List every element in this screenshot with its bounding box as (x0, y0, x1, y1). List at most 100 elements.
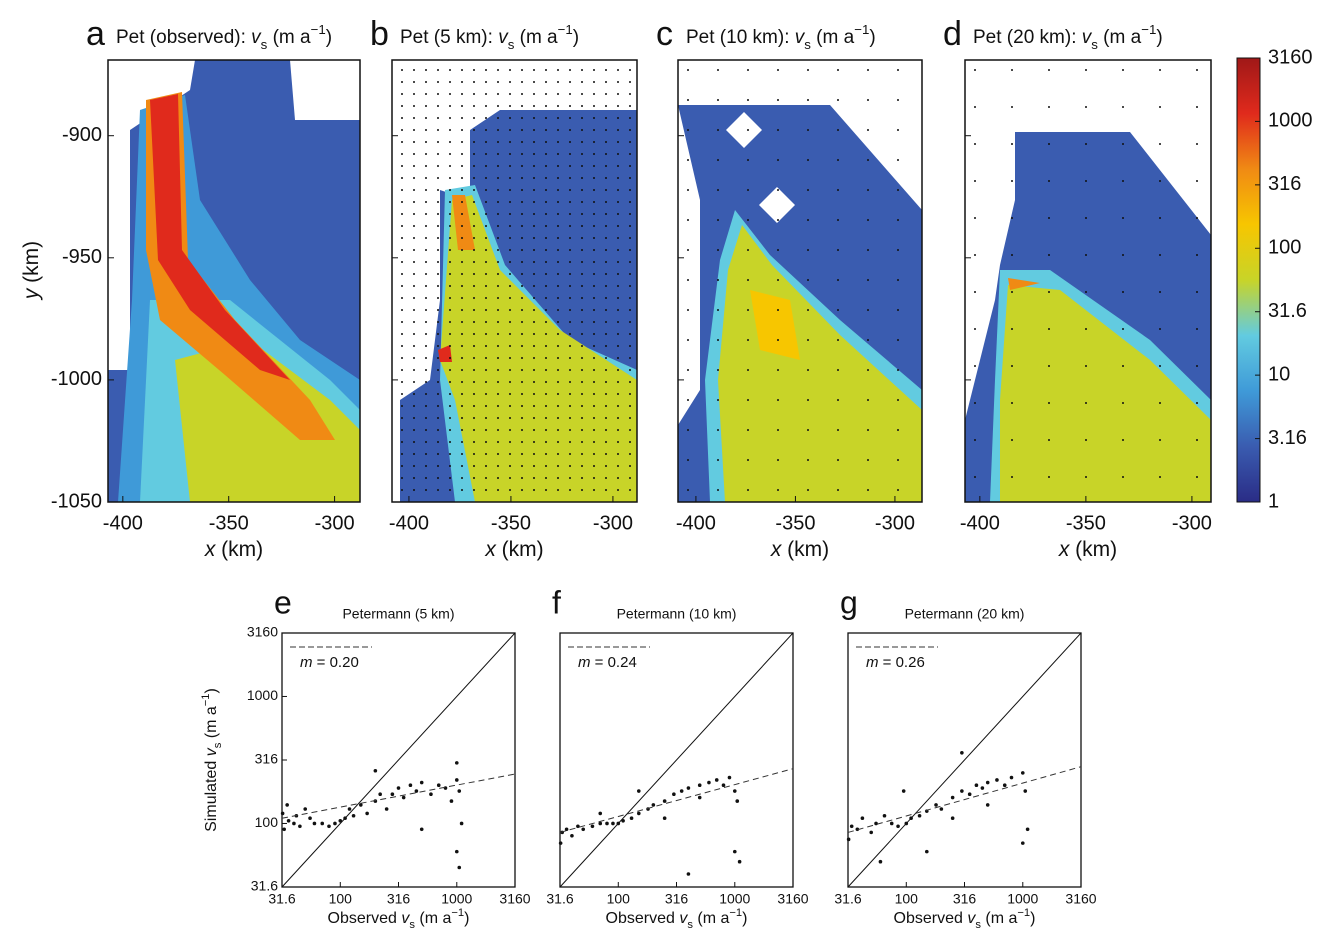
grid-point (425, 465, 427, 467)
grid-point (747, 219, 749, 221)
grid-point (473, 333, 475, 335)
grid-point (521, 141, 523, 143)
grid-point (1196, 106, 1198, 108)
grid-point (461, 441, 463, 443)
grid-point (557, 69, 559, 71)
grid-point (521, 453, 523, 455)
scatter-point (454, 778, 459, 782)
grid-point (617, 357, 619, 359)
grid-point (569, 417, 571, 419)
grid-point (461, 273, 463, 275)
text-part: s (409, 919, 415, 931)
text-part: −1 (729, 907, 742, 919)
grid-point (509, 369, 511, 371)
grid-point (401, 237, 403, 239)
grid-point (974, 69, 976, 71)
grid-point (581, 297, 583, 299)
text-part: ) (1030, 910, 1035, 927)
scatter-point (896, 824, 900, 829)
grid-point (777, 129, 779, 131)
grid-point (1085, 291, 1087, 293)
grid-point (605, 357, 607, 359)
grid-point (461, 201, 463, 203)
grid-point (509, 177, 511, 179)
grid-point (807, 279, 809, 281)
grid-point (807, 159, 809, 161)
grid-point (485, 285, 487, 287)
annotation: m = 0.20 (300, 654, 359, 671)
grid-point (425, 261, 427, 263)
grid-point (497, 441, 499, 443)
grid-point (837, 219, 839, 221)
grid-point (777, 99, 779, 101)
grid-point (1048, 143, 1050, 145)
grid-point (569, 81, 571, 83)
grid-point (581, 393, 583, 395)
grid-point (497, 453, 499, 455)
grid-point (569, 441, 571, 443)
map-region (452, 195, 475, 250)
grid-point (605, 345, 607, 347)
grid-point (687, 99, 689, 101)
grid-point (569, 309, 571, 311)
grid-point (581, 237, 583, 239)
grid-point (413, 225, 415, 227)
colorbar-label: 31.6 (1268, 300, 1307, 322)
grid-point (557, 213, 559, 215)
grid-point (777, 189, 779, 191)
grid-point (605, 417, 607, 419)
text-part: v (795, 27, 806, 48)
text-part: x (1058, 538, 1071, 561)
grid-point (617, 345, 619, 347)
grid-point (401, 309, 403, 311)
grid-point (485, 345, 487, 347)
grid-point (557, 489, 559, 491)
grid-point (437, 297, 439, 299)
grid-point (473, 69, 475, 71)
scatter-point (308, 816, 312, 821)
grid-point (497, 285, 499, 287)
text-part: Pet (10 km): (686, 27, 795, 48)
grid-point (521, 357, 523, 359)
grid-point (557, 189, 559, 191)
grid-point (617, 69, 619, 71)
grid-point (807, 309, 809, 311)
grid-point (521, 261, 523, 263)
grid-point (521, 429, 523, 431)
text-part: Pet (observed): (116, 27, 251, 48)
grid-point (867, 369, 869, 371)
x-axis-label: Observed vs (m a−1) (894, 907, 1036, 931)
grid-point (569, 249, 571, 251)
grid-point (593, 225, 595, 227)
text-part: (m a (514, 27, 558, 48)
scatter-point (1020, 841, 1025, 845)
grid-point (401, 141, 403, 143)
scatter-point (384, 807, 389, 811)
grid-point (401, 273, 403, 275)
grid-point (413, 237, 415, 239)
grid-point (533, 465, 535, 467)
grid-point (521, 129, 523, 131)
grid-point (533, 141, 535, 143)
grid-point (461, 321, 463, 323)
grid-point (449, 369, 451, 371)
grid-point (437, 153, 439, 155)
text-part: (km) (215, 538, 263, 561)
scatter-point (365, 811, 369, 816)
grid-point (581, 249, 583, 251)
grid-point (617, 237, 619, 239)
scatter-point (327, 824, 331, 829)
grid-point (629, 249, 631, 251)
text-part: s (975, 919, 981, 931)
grid-point (437, 93, 439, 95)
grid-point (521, 81, 523, 83)
grid-point (425, 453, 427, 455)
grid-point (557, 153, 559, 155)
grid-point (837, 369, 839, 371)
grid-point (509, 105, 511, 107)
x-tick-label: 3160 (1065, 891, 1096, 907)
grid-point (717, 249, 719, 251)
text-part: (m a (811, 27, 855, 48)
grid-point (1085, 476, 1087, 478)
scatter-point (662, 816, 667, 821)
